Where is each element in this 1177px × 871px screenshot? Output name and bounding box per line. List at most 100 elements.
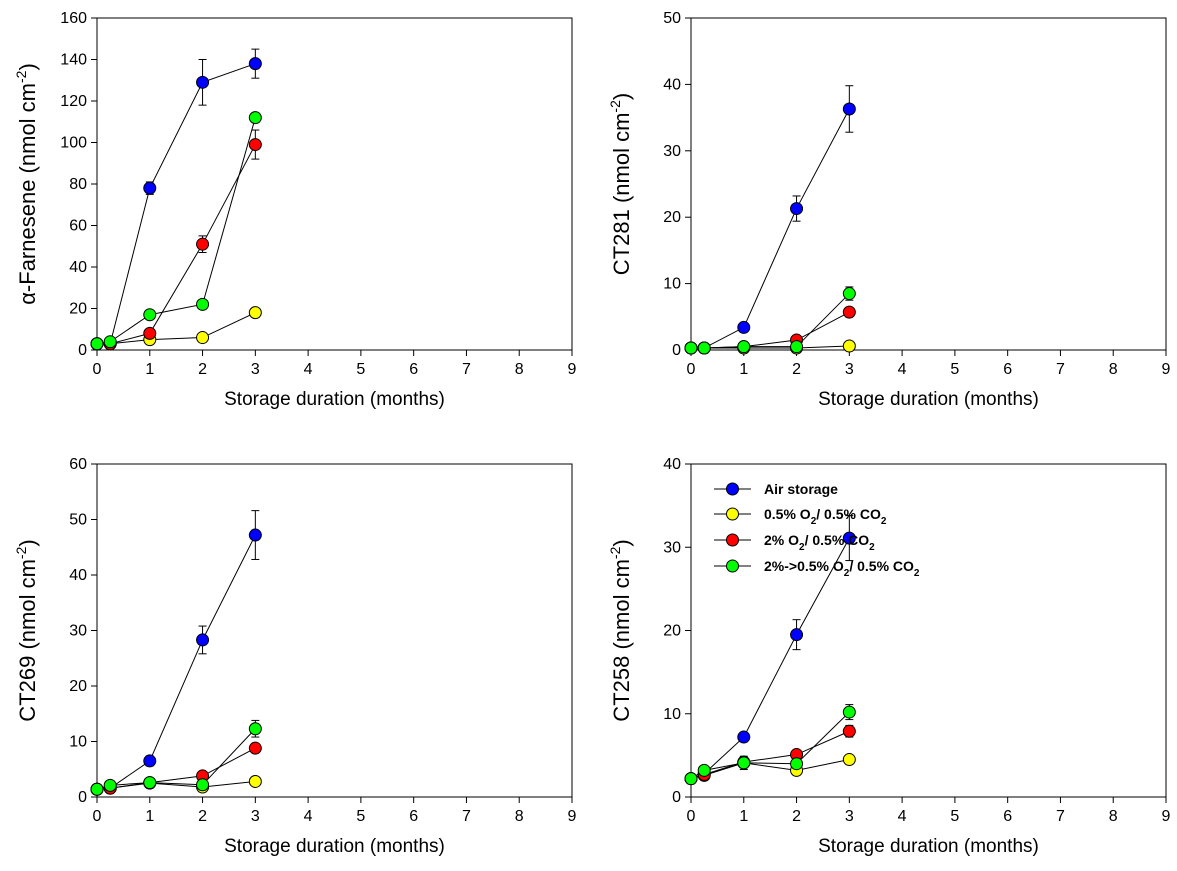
y-tick-label: 50 — [663, 10, 681, 27]
legend-entry: 2% O2/ 0.5% CO2 — [714, 532, 875, 553]
x-tick-label: 9 — [1162, 361, 1171, 378]
series-line — [97, 144, 256, 345]
series-line — [96, 780, 256, 790]
x-tick-label: 9 — [568, 808, 577, 825]
series-line — [96, 728, 256, 790]
legend-marker — [726, 559, 739, 573]
legend-label-sub: 2 — [914, 568, 920, 579]
data-point — [790, 757, 804, 771]
chart-panel-ct258: 0 1 2 3 4 5 6 7 8 9 0 10 20 30 40 Storage duration (mon… — [607, 456, 1171, 857]
series-line — [691, 108, 850, 349]
y-tick-label: 80 — [69, 176, 87, 193]
y-tick-label: 160 — [60, 10, 87, 27]
x-tick-label: 5 — [356, 808, 365, 825]
plot-frame — [96, 463, 573, 798]
data-point — [248, 57, 262, 71]
plot-frame — [96, 17, 573, 351]
x-tick-label: 1 — [739, 808, 748, 825]
data-point — [196, 75, 210, 89]
x-tick-label: 9 — [1162, 808, 1171, 825]
x-tick-label: 7 — [1056, 808, 1065, 825]
data-point — [790, 628, 804, 642]
series-1 — [90, 510, 262, 796]
data-point — [684, 772, 698, 786]
data-point — [143, 776, 157, 790]
legend-label: Air storage — [764, 481, 838, 497]
chart-panel-ct269: 0 1 2 3 4 5 6 7 8 9 0 10 20 30 40 50 60 Storage duration … — [13, 456, 577, 857]
x-tick-label: 6 — [409, 808, 418, 825]
plot-frame — [690, 463, 1167, 798]
data-point — [842, 287, 856, 301]
x-tick-label: 3 — [251, 808, 260, 825]
y-tick-label: 100 — [60, 135, 87, 152]
chart-panel-ct281: 0 1 2 3 4 5 6 7 8 9 0 10 20 30 40 50 Storage duration (m… — [607, 10, 1171, 410]
data-point — [737, 340, 751, 354]
data-point — [737, 756, 751, 770]
data-point — [248, 741, 262, 755]
legend-label-part: 2%->0.5% O — [764, 558, 844, 574]
plot-frame — [690, 17, 1167, 351]
x-tick-label: 0 — [93, 808, 102, 825]
data-point — [737, 320, 751, 334]
data-point — [248, 722, 262, 736]
x-tick-label: 2 — [198, 361, 207, 378]
x-tick-label: 0 — [93, 361, 102, 378]
data-point — [737, 730, 751, 744]
x-tick-label: 8 — [1109, 361, 1118, 378]
x-tick-label: 8 — [515, 808, 524, 825]
data-point — [842, 753, 856, 767]
y-tick-label: 120 — [60, 93, 87, 110]
data-point — [248, 138, 262, 152]
y-tick-label: 60 — [69, 218, 87, 235]
legend-label-part: 2% O — [764, 532, 799, 548]
y-tick-label: 0 — [78, 342, 87, 359]
y-tick-label: 20 — [69, 301, 87, 318]
series-4 — [90, 111, 262, 351]
data-point — [842, 724, 856, 738]
y-tick-label: 40 — [69, 259, 87, 276]
data-point — [790, 202, 804, 216]
y-axis-title-end: ) — [15, 63, 40, 70]
data-point — [143, 181, 157, 195]
y-tick-label: 20 — [663, 209, 681, 226]
y-tick-label: 40 — [663, 76, 681, 93]
series-line — [96, 534, 256, 790]
x-tick-label: 2 — [198, 808, 207, 825]
legend-marker — [726, 533, 739, 547]
y-tick-label: 30 — [663, 539, 681, 556]
y-tick-label: 60 — [69, 456, 87, 473]
x-tick-label: 1 — [145, 361, 154, 378]
legend-label-part: / 0.5% CO — [849, 558, 914, 574]
data-point — [196, 331, 210, 345]
series-3 — [684, 724, 856, 786]
y-tick-label: 20 — [69, 678, 87, 695]
y-axis-title-sup: -2 — [13, 70, 29, 83]
data-point — [143, 754, 157, 768]
data-point — [248, 111, 262, 125]
x-tick-label: 8 — [515, 361, 524, 378]
series-line — [690, 730, 850, 780]
y-axis-title: CT281 (nmol cm-2) — [607, 93, 634, 275]
data-point — [248, 774, 262, 788]
y-tick-label: 40 — [69, 567, 87, 584]
chart-panel-alpha-farnesene: 0 1 2 3 4 5 6 7 8 9 0 20 40 60 80 100 120 140 160 Storage d… — [13, 10, 577, 410]
x-tick-label: 0 — [687, 808, 696, 825]
y-axis-title-sup: -2 — [607, 546, 623, 559]
series-line — [96, 117, 256, 345]
x-axis-title: Storage duration (months) — [818, 389, 1039, 410]
y-tick-label: 20 — [663, 623, 681, 640]
data-point — [684, 341, 698, 355]
data-point — [103, 335, 117, 349]
x-tick-label: 5 — [950, 361, 959, 378]
legend-marker — [726, 482, 739, 496]
data-point — [842, 305, 856, 319]
data-point — [103, 778, 117, 792]
series-line — [690, 711, 850, 780]
y-axis-title-main: CT269 (nmol cm — [15, 559, 40, 722]
data-point — [90, 782, 104, 796]
x-tick-label: 7 — [1056, 361, 1065, 378]
data-point — [842, 531, 856, 545]
series-1 — [684, 515, 856, 786]
legend-label: 2% O2/ 0.5% CO2 — [764, 532, 875, 553]
